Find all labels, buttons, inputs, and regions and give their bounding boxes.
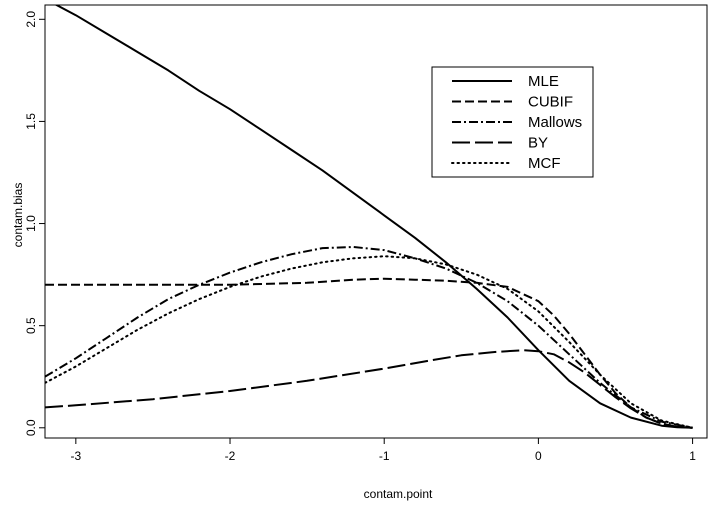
x-tick-label-3: -3 (71, 449, 82, 463)
plot-frame (44, 4, 708, 439)
y-tick-label-0-5: 0.5 (24, 317, 38, 334)
legend-label-mle: MLE (528, 73, 559, 90)
series-line-cubif (45, 277, 693, 429)
y-tick-label-1-5: 1.5 (24, 113, 38, 130)
series-group (45, 5, 694, 429)
y-axis-label: contam.bias (11, 183, 25, 248)
series-line-by (45, 349, 693, 429)
legend: MLE CUBIF Mallows BY MCF (431, 66, 594, 178)
legend-label-mcf: MCF (528, 155, 561, 172)
x-axis: -3 -2 -1 0 1 (71, 438, 696, 463)
x-tick-label-1: -1 (379, 449, 390, 463)
x-tick-label-1: 1 (689, 449, 696, 463)
y-tick-label-2-0: 2.0 (24, 11, 38, 28)
x-axis-label: contam.point (364, 487, 433, 501)
x-tick-label-2: -2 (225, 449, 236, 463)
legend-label-mallows: Mallows (528, 114, 582, 131)
y-tick-label-1-0: 1.0 (24, 215, 38, 232)
series-line-mcf (45, 255, 694, 429)
x-tick-label-0: 0 (535, 449, 542, 463)
plot-area (44, 4, 708, 439)
y-tick-label-0-0: 0.0 (24, 419, 38, 436)
legend-label-by: BY (528, 135, 548, 152)
legend-label-cubif: CUBIF (528, 94, 573, 111)
series-line-mallows (45, 246, 693, 429)
series-line-mle (54, 5, 693, 429)
y-axis: 0.0 0.5 1.0 1.5 2.0 (24, 11, 45, 436)
